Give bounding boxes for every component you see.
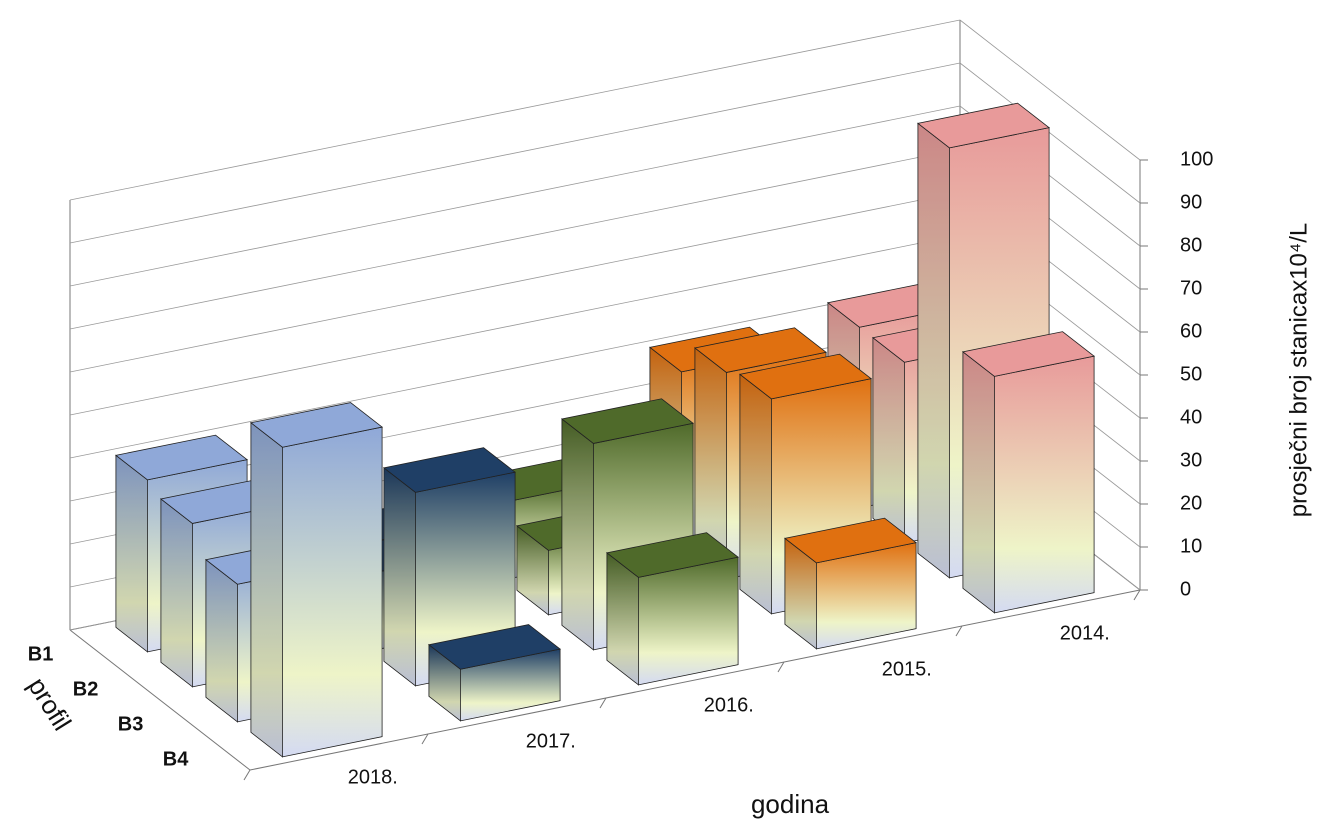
bar-side-shade (516, 525, 549, 615)
bar-top (114, 434, 249, 481)
axis-line (69, 629, 251, 771)
series-label: B3 (118, 714, 144, 736)
grid-line (69, 148, 961, 330)
bar-front (638, 556, 739, 686)
bar-side-shade (115, 455, 148, 652)
series-label: B1 (28, 644, 54, 666)
bar-top (427, 624, 562, 670)
y-tick-label: 90 (1180, 191, 1202, 213)
grid-line (69, 19, 961, 201)
y-tick-label: 20 (1180, 492, 1202, 514)
grid-line (69, 62, 961, 244)
y-tick-label: 0 (1180, 578, 1191, 600)
y-tick-label: 40 (1180, 406, 1202, 428)
bar-front (282, 426, 383, 758)
bar-side-shade (739, 374, 772, 614)
bar-side-shade (694, 347, 727, 579)
x-tick (421, 733, 429, 745)
bar-side-shade (872, 337, 905, 543)
x-tick (243, 769, 251, 781)
x-axis-title: godina (751, 789, 830, 819)
bar-side-shade (784, 538, 817, 649)
x-tick-label: 2016. (704, 695, 754, 717)
bar-top (693, 327, 828, 373)
grid-line (959, 19, 1141, 161)
y-tick-label: 100 (1180, 148, 1213, 170)
x-tick-label: 2017. (526, 731, 576, 753)
bar-side-shade (250, 422, 283, 757)
grid-line (69, 277, 961, 459)
axis-line (249, 589, 1141, 771)
grid-line (69, 234, 961, 416)
bar-front (994, 355, 1095, 614)
y-tick-label: 50 (1180, 363, 1202, 385)
grid-line (959, 62, 1141, 204)
x-tick-label: 2014. (1060, 623, 1110, 645)
bar-side-shade (160, 498, 193, 687)
bar-top (560, 398, 695, 444)
x-tick (777, 661, 785, 673)
bar-side-shade (383, 467, 416, 686)
x-tick (1133, 589, 1141, 601)
bar-side-shade (917, 123, 950, 578)
x-tick-label: 2018. (348, 767, 398, 789)
bar-top (961, 331, 1096, 377)
bar-top (249, 402, 384, 448)
y-axis-title: prosječni broj stanicax10⁴/L (1285, 223, 1312, 517)
bar-top (605, 532, 740, 578)
x-tick-label: 2015. (882, 659, 932, 681)
y-tick-label: 80 (1180, 234, 1202, 256)
depth-axis-title: profil (22, 672, 77, 736)
y-tick-label: 60 (1180, 320, 1202, 342)
series-label: B4 (163, 749, 189, 771)
bar-side-shade (428, 644, 461, 721)
bar-top (783, 517, 918, 564)
y-tick-label: 30 (1180, 449, 1202, 471)
y-tick-label: 10 (1180, 535, 1202, 557)
bar-side-shade (205, 559, 238, 722)
y-tick-label: 70 (1180, 277, 1202, 299)
series-label: B2 (73, 679, 99, 701)
bar-side-shade (962, 351, 995, 613)
grid-line (69, 105, 961, 287)
bar-side-shade (561, 418, 594, 650)
x-tick (955, 625, 963, 637)
grid-line (69, 191, 961, 373)
x-tick (599, 697, 607, 709)
bar-side-shade (606, 552, 639, 685)
bar-top (382, 447, 517, 493)
bar-top (916, 102, 1051, 149)
bar-top (738, 353, 873, 400)
